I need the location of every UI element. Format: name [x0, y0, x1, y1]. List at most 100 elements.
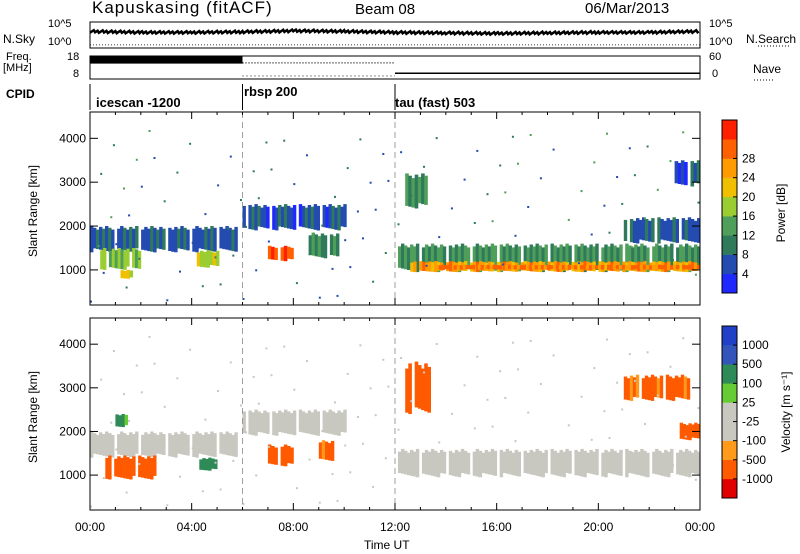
velocity-speckle — [102, 477, 105, 480]
freq-tick-top: 18 — [67, 51, 80, 63]
velocity-region-cell — [607, 451, 611, 473]
power-region-cell — [609, 265, 614, 270]
velocity-region-cell — [214, 459, 218, 470]
power-region-cell — [334, 207, 338, 230]
power-region-cell — [203, 251, 207, 268]
power-speckle — [527, 206, 530, 208]
power-region-cell — [398, 246, 402, 268]
power-speckle — [529, 134, 532, 136]
power-speckle — [97, 245, 100, 247]
power-region-cell — [129, 270, 134, 278]
power-region-cell — [298, 204, 303, 227]
velocity-speckle — [555, 452, 558, 455]
power-region-cell — [96, 229, 100, 250]
power-region-cell — [568, 245, 572, 269]
power-region-cell — [607, 246, 611, 268]
velocity-region-cell — [108, 455, 112, 480]
velocity-region-cell — [550, 448, 554, 475]
power-region-cell — [459, 265, 464, 270]
power-speckle — [567, 218, 570, 221]
power-region-cell — [679, 262, 683, 272]
velocity-region-cell — [424, 363, 428, 412]
velocity-region-cell — [626, 378, 631, 401]
velocity-region-cell — [613, 450, 617, 475]
velocity-region-cell — [478, 450, 483, 478]
velocity-region-cell — [454, 449, 459, 477]
velocity-region-cell — [267, 444, 272, 464]
power-speckle — [257, 197, 260, 200]
power-region-cell — [281, 206, 285, 228]
power-region-cell — [466, 247, 471, 270]
power-region-cell — [186, 229, 190, 251]
velocity-speckle — [214, 461, 217, 464]
power-region-cell — [561, 264, 566, 270]
velocity-speckle — [90, 505, 92, 508]
velocity-region-cell — [325, 412, 329, 434]
velocity-colorbar-segment — [722, 421, 737, 441]
velocity-speckle — [384, 457, 387, 460]
power-region-cell — [421, 247, 426, 269]
velocity-region-cell — [407, 452, 411, 476]
velocity-region-cell — [502, 451, 506, 473]
velocity-region-cell — [272, 411, 276, 436]
nave-tick-top: 60 — [709, 51, 722, 63]
velocity-ytick-label: 3000 — [59, 381, 86, 395]
velocity-speckle — [334, 401, 336, 404]
velocity-region-cell — [316, 411, 320, 436]
power-region-cell — [540, 265, 545, 270]
velocity-region-cell — [625, 448, 629, 478]
power-region-cell — [697, 218, 701, 243]
velocity-region-cell — [553, 450, 557, 476]
cpid-segment-3: tau (fast) 503 — [395, 95, 476, 110]
power-speckle — [242, 298, 245, 300]
velocity-speckle — [245, 431, 247, 434]
power-speckle — [148, 130, 151, 132]
velocity-region-cell — [126, 457, 130, 479]
power-speckle — [603, 204, 606, 207]
velocity-region-cell — [180, 431, 184, 455]
power-region-cell — [410, 244, 414, 271]
power-speckle — [163, 200, 166, 203]
velocity-speckle — [514, 440, 517, 443]
velocity-region-cell — [231, 434, 235, 457]
velocity-region-cell — [653, 376, 658, 397]
velocity-region-cell — [414, 361, 419, 408]
power-speckle — [217, 184, 220, 187]
power-speckle — [374, 208, 377, 211]
velocity-region-cell — [199, 459, 203, 470]
velocity-region-cell — [263, 410, 267, 434]
power-region-cell — [558, 265, 563, 270]
power-region-cell — [556, 247, 560, 271]
velocity-region-cell — [634, 449, 638, 475]
velocity-speckle — [608, 437, 611, 439]
power-region-cell — [502, 261, 507, 271]
velocity-region-cell — [526, 452, 530, 474]
power-region-cell — [534, 265, 539, 270]
power-speckle — [204, 213, 207, 216]
velocity-region-cell — [674, 375, 679, 397]
velocity-region-cell — [487, 451, 492, 475]
velocity-region-cell — [682, 451, 686, 476]
power-region-cell — [508, 245, 512, 270]
velocity-region-cell — [697, 451, 701, 475]
power-region-cell — [510, 265, 515, 270]
velocity-region-cell — [517, 451, 521, 477]
power-region-cell — [604, 262, 608, 271]
power-region-cell — [407, 247, 411, 270]
power-region-cell — [642, 264, 647, 270]
power-speckle — [123, 187, 125, 190]
velocity-region-cell — [132, 434, 136, 458]
velocity-colorbar-tick-label: -25 — [742, 415, 760, 429]
velocity-speckle — [217, 390, 220, 392]
velocity-region-cell — [310, 412, 315, 435]
velocity-speckle — [331, 473, 334, 476]
power-region-cell — [694, 244, 698, 269]
x-tick-label: 04:00 — [177, 520, 207, 534]
velocity-speckle — [219, 488, 222, 491]
velocity-speckle — [179, 475, 181, 478]
velocity-region-cell — [544, 449, 548, 474]
power-region-cell — [317, 236, 322, 257]
power-region-cell — [657, 264, 662, 270]
power-region-cell — [460, 243, 465, 268]
velocity-region-cell — [195, 431, 199, 458]
